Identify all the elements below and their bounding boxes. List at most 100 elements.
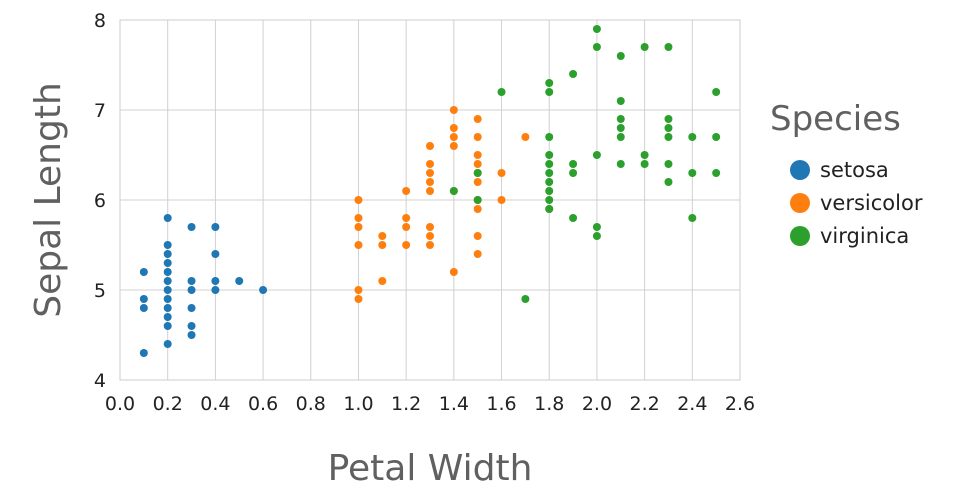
data-point-versicolor xyxy=(354,241,363,249)
y-tick-label: 5 xyxy=(94,280,106,302)
data-point-versicolor xyxy=(402,241,411,249)
data-point-versicolor xyxy=(426,241,434,249)
x-tick-label: 0.2 xyxy=(153,393,183,415)
data-point-virginica xyxy=(712,88,721,96)
data-point-virginica xyxy=(688,133,697,141)
data-point-virginica xyxy=(592,151,601,159)
data-point-setosa xyxy=(139,268,148,276)
data-point-versicolor xyxy=(354,214,363,222)
series-setosa xyxy=(139,214,268,357)
data-point-setosa xyxy=(163,286,172,294)
data-point-setosa xyxy=(187,304,196,312)
data-point-virginica xyxy=(569,214,578,222)
data-point-setosa xyxy=(163,268,172,276)
data-point-virginica xyxy=(497,88,506,96)
data-point-versicolor xyxy=(426,160,434,168)
data-point-setosa xyxy=(163,295,172,303)
data-point-setosa xyxy=(163,340,172,348)
data-point-virginica xyxy=(640,43,649,51)
x-tick-label: 1.6 xyxy=(486,393,516,415)
data-point-versicolor xyxy=(402,187,411,195)
data-point-setosa xyxy=(163,214,172,222)
x-tick-label: 2.0 xyxy=(582,393,612,415)
data-point-versicolor xyxy=(497,196,506,204)
data-point-virginica xyxy=(545,160,554,168)
data-point-virginica xyxy=(592,232,601,240)
data-point-virginica xyxy=(592,25,601,33)
series-versicolor xyxy=(354,106,554,303)
data-point-virginica xyxy=(545,178,554,186)
data-point-versicolor xyxy=(473,151,482,159)
legend: Species setosa versicolor virginica xyxy=(770,99,923,248)
data-points xyxy=(139,25,721,357)
legend-marker-setosa xyxy=(790,160,810,180)
data-point-virginica xyxy=(616,52,625,60)
data-point-virginica xyxy=(712,133,721,141)
data-point-virginica xyxy=(545,79,554,87)
data-point-versicolor xyxy=(426,232,434,240)
data-point-setosa xyxy=(139,295,148,303)
data-point-versicolor xyxy=(473,133,482,141)
data-point-versicolor xyxy=(354,286,363,294)
data-point-setosa xyxy=(163,304,172,312)
x-axis-ticks: 0.0 0.2 0.4 0.6 0.8 1.0 1.2 1.4 1.6 1.8 2.0 2.2 2.4 2… xyxy=(105,393,755,415)
data-point-setosa xyxy=(163,250,172,258)
data-point-virginica xyxy=(449,187,458,195)
data-point-setosa xyxy=(187,331,196,339)
data-point-versicolor xyxy=(402,214,411,222)
data-point-versicolor xyxy=(402,223,411,231)
x-tick-label: 2.4 xyxy=(677,393,707,415)
y-tick-label: 8 xyxy=(94,10,106,32)
data-point-versicolor xyxy=(426,223,434,231)
data-point-versicolor xyxy=(426,187,434,195)
data-point-versicolor xyxy=(354,196,363,204)
data-point-versicolor xyxy=(354,223,363,231)
data-point-virginica xyxy=(545,187,554,195)
series-virginica xyxy=(449,25,721,303)
data-point-versicolor xyxy=(473,160,482,168)
data-point-versicolor xyxy=(426,142,434,150)
data-point-virginica xyxy=(616,133,625,141)
data-point-virginica xyxy=(545,205,554,213)
x-tick-label: 0.0 xyxy=(105,393,135,415)
data-point-setosa xyxy=(163,259,172,267)
data-point-versicolor xyxy=(497,169,506,177)
y-axis-title: Sepal Length xyxy=(28,82,69,318)
data-point-versicolor xyxy=(378,232,387,240)
data-point-setosa xyxy=(187,286,196,294)
data-point-versicolor xyxy=(473,232,482,240)
y-tick-label: 7 xyxy=(94,100,106,122)
data-point-setosa xyxy=(211,286,220,294)
data-point-virginica xyxy=(664,178,673,186)
data-point-setosa xyxy=(163,277,172,285)
data-point-setosa xyxy=(163,241,172,249)
data-point-virginica xyxy=(664,43,673,51)
data-point-setosa xyxy=(187,322,196,330)
legend-marker-versicolor xyxy=(790,193,810,213)
grid xyxy=(119,19,741,381)
legend-items: setosa versicolor virginica xyxy=(790,158,923,248)
plot-area xyxy=(119,19,741,381)
data-point-virginica xyxy=(545,196,554,204)
data-point-versicolor xyxy=(449,142,458,150)
data-point-versicolor xyxy=(473,115,482,123)
data-point-virginica xyxy=(664,160,673,168)
data-point-versicolor xyxy=(426,178,434,186)
data-point-virginica xyxy=(521,295,530,303)
data-point-setosa xyxy=(187,277,196,285)
data-point-setosa xyxy=(139,349,148,357)
data-point-versicolor xyxy=(521,133,530,141)
data-point-virginica xyxy=(712,169,721,177)
data-point-setosa xyxy=(211,223,220,231)
y-tick-label: 6 xyxy=(94,190,106,212)
data-point-virginica xyxy=(616,115,625,123)
y-tick-label: 4 xyxy=(94,370,106,392)
y-axis-ticks: 4 5 6 7 8 xyxy=(94,10,106,392)
data-point-versicolor xyxy=(473,178,482,186)
data-point-virginica xyxy=(664,133,673,141)
data-point-setosa xyxy=(139,304,148,312)
x-tick-label: 1.0 xyxy=(343,393,373,415)
data-point-virginica xyxy=(569,160,578,168)
x-tick-label: 1.4 xyxy=(439,393,469,415)
data-point-setosa xyxy=(163,313,172,321)
